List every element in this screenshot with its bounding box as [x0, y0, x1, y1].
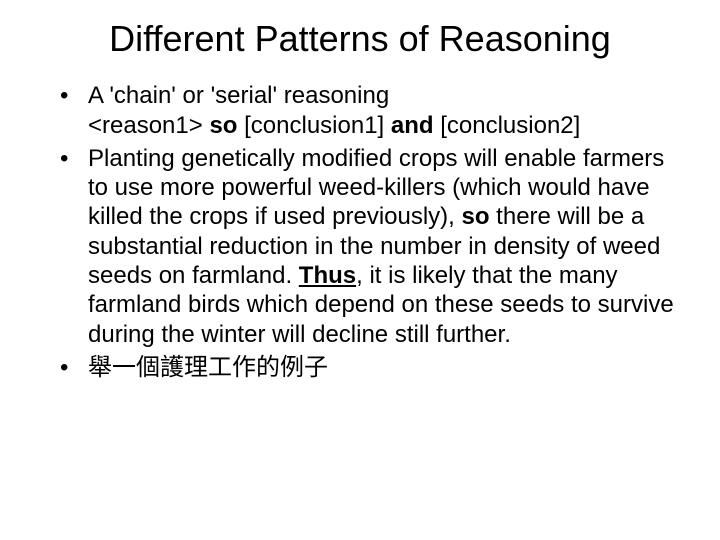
bullet-text: [conclusion2]	[434, 112, 581, 139]
bullet-list: A 'chain' or 'serial' reasoning <reason1…	[30, 81, 690, 382]
bullet-text: A 'chain' or 'serial' reasoning	[88, 82, 389, 109]
bullet-text: [conclusion1]	[237, 112, 390, 139]
bullet-text: <reason1>	[88, 112, 209, 139]
bold-so: so	[209, 112, 237, 139]
bold-and: and	[391, 112, 434, 139]
bullet-item-chinese: 舉一個護理工作的例子	[60, 353, 680, 382]
bullet-item-example: Planting genetically modified crops will…	[60, 144, 680, 349]
bullet-item-chain: A 'chain' or 'serial' reasoning <reason1…	[60, 81, 680, 140]
bold-underline-thus: Thus	[299, 262, 356, 289]
bold-so: so	[462, 203, 490, 230]
bullet-text: 舉一個護理工作的例子	[88, 354, 328, 381]
slide: Different Patterns of Reasoning A 'chain…	[0, 0, 720, 540]
slide-title: Different Patterns of Reasoning	[30, 18, 690, 59]
